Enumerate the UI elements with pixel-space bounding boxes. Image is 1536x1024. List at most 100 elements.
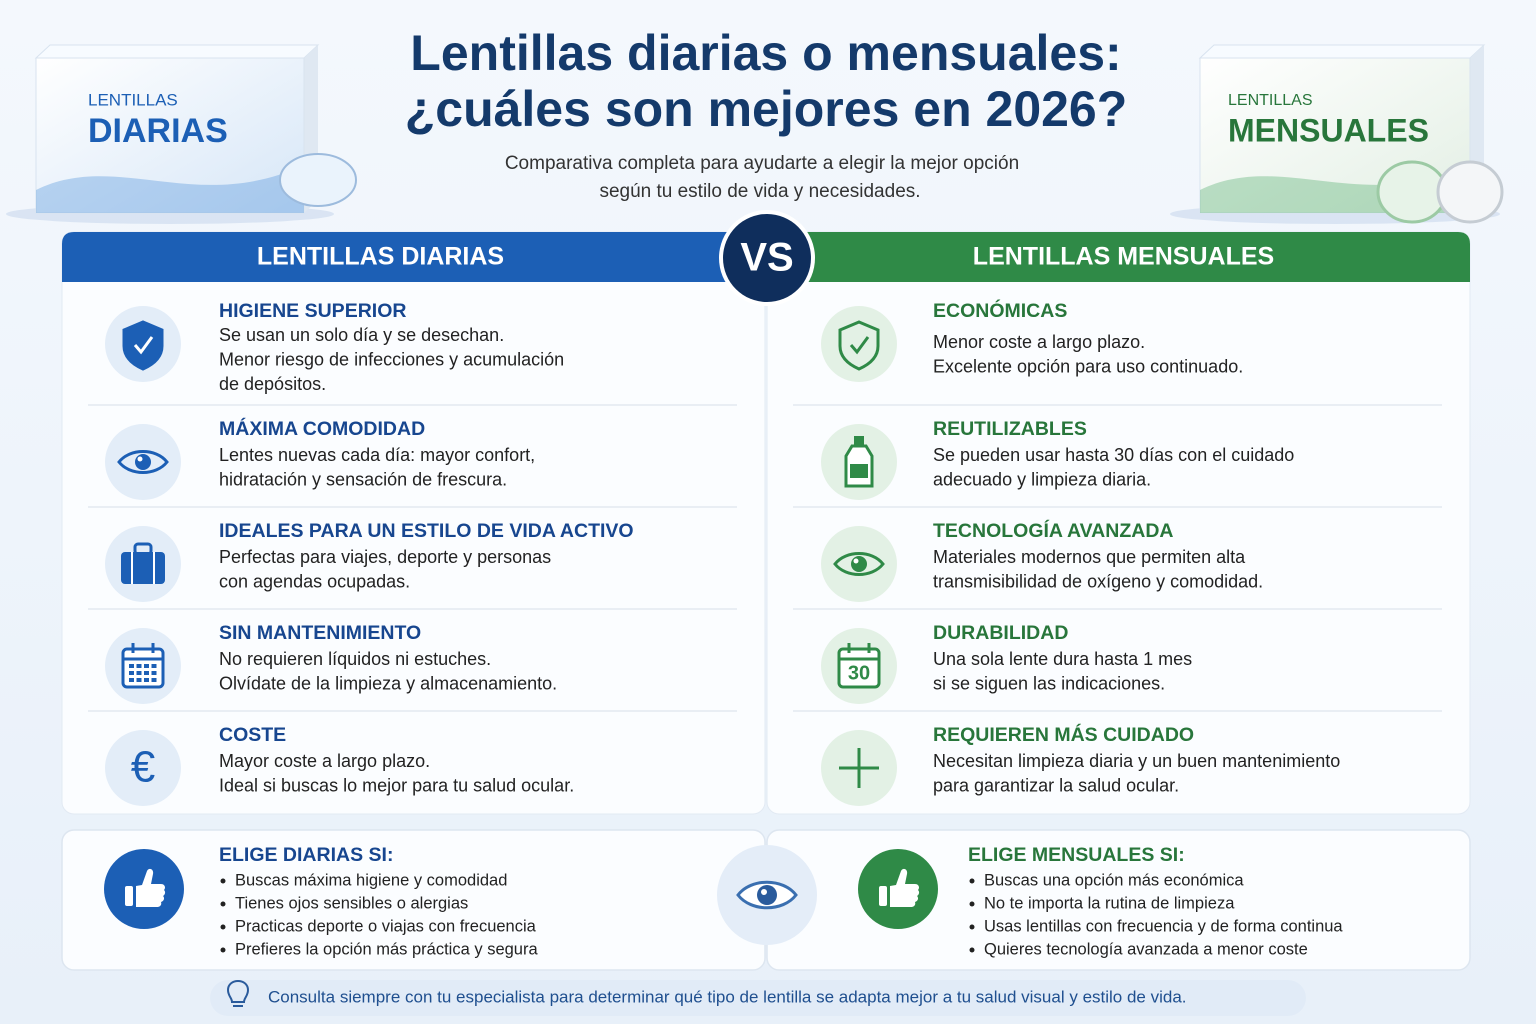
- column-header-bar: [62, 232, 765, 282]
- bullet-dot: [220, 947, 226, 953]
- note-pill: [210, 980, 1306, 1016]
- item-text: transmisibilidad de oxígeno y comodidad.: [933, 571, 1263, 591]
- bullet-dot: [220, 878, 226, 884]
- shield: [122, 320, 164, 371]
- icon: [839, 748, 879, 788]
- item-text: para garantizar la salud ocular.: [933, 775, 1179, 795]
- box-label-big: DIARIAS: [88, 112, 228, 150]
- item-text: hidratación y sensación de frescura.: [219, 469, 507, 489]
- calendar-day: [144, 664, 149, 668]
- item-text: con agendas ocupadas.: [219, 571, 410, 591]
- icon: [121, 542, 165, 584]
- item-text: Necesitan limpieza diaria y un buen mant…: [933, 751, 1340, 771]
- bottle-cap: [854, 436, 864, 446]
- item-text: Olvídate de la limpieza y almacenamiento…: [219, 673, 557, 693]
- item-title: TECNOLOGÍA AVANZADA: [933, 519, 1173, 542]
- item-text: Una sola lente dura hasta 1 mes: [933, 649, 1192, 669]
- bulb: [226, 979, 250, 1003]
- bulb-icon: [226, 979, 250, 1007]
- icon: [838, 320, 880, 371]
- title-line: ¿cuáles son mejores en 2026?: [405, 81, 1128, 137]
- product-box: [6, 44, 334, 224]
- calendar-day: [129, 664, 134, 668]
- box-label-small: LENTILLAS: [88, 90, 178, 109]
- item-text: Se usan un solo día y se desechan.: [219, 325, 504, 345]
- icon-text: €: [131, 743, 155, 792]
- recommendation-bullet: Prefieres la opción más práctica y segur…: [235, 940, 538, 958]
- calendar-day: [151, 678, 157, 682]
- pupil: [757, 885, 777, 905]
- bullet-dot: [969, 947, 975, 953]
- lens: [279, 153, 357, 207]
- bullet-dot: [969, 901, 975, 907]
- recommendation-bullet: Buscas máxima higiene y comodidad: [235, 871, 507, 889]
- calendar-day: [151, 664, 157, 668]
- calendar-day: [129, 671, 134, 675]
- glint: [761, 889, 767, 895]
- recommendation-bullet: No te importa la rutina de limpieza: [984, 894, 1235, 912]
- thumb-hand: [136, 868, 166, 907]
- box-label-small: LENTILLAS: [1228, 92, 1312, 109]
- bullet-dot: [220, 924, 226, 930]
- thumb-icon: [879, 868, 920, 907]
- item-title: DURABILIDAD: [933, 622, 1068, 644]
- icon: [122, 320, 164, 371]
- icon-circle: [105, 730, 181, 806]
- calendar-day: [144, 678, 149, 682]
- vs-badge: [723, 214, 811, 302]
- recommendation-title: ELIGE DIARIAS SI:: [219, 844, 393, 866]
- recommendation-bullet: Quieres tecnología avanzada a menor cost…: [984, 940, 1308, 958]
- item-title: MÁXIMA COMODIDAD: [219, 417, 425, 440]
- item-text: si se siguen las indicaciones.: [933, 673, 1165, 693]
- icon: 30: [837, 643, 881, 689]
- calendar-day: [136, 678, 142, 682]
- eye: [833, 552, 885, 576]
- center-eye: [736, 880, 798, 910]
- case-body: [121, 552, 165, 584]
- box-label-big: MENSUALES: [1228, 112, 1429, 148]
- pupil: [135, 454, 151, 470]
- icon: [117, 450, 169, 474]
- thumb-cuff: [879, 886, 887, 906]
- thumb-hand: [890, 868, 920, 907]
- column-heading: LENTILLAS DIARIAS: [257, 243, 504, 271]
- item-text: Menor riesgo de infecciones y acumulació…: [219, 349, 564, 369]
- icon-circle: [821, 306, 897, 382]
- box-front: [35, 57, 305, 214]
- thumb-icon: [125, 868, 166, 907]
- item-title: SIN MANTENIMIENTO: [219, 622, 421, 644]
- item-text: Se pueden usar hasta 30 días con el cuid…: [933, 445, 1294, 465]
- subtitle-line: Comparativa completa para ayudarte a ele…: [505, 153, 1019, 174]
- bullet-dot: [969, 924, 975, 930]
- box-top: [1198, 44, 1486, 59]
- glint: [137, 456, 143, 462]
- column-header-bar: [767, 232, 1470, 282]
- calendar-day: [151, 671, 157, 675]
- item-text: adecuado y limpieza diaria.: [933, 469, 1151, 489]
- item-text: Menor coste a largo plazo.: [933, 332, 1145, 352]
- lens-case: [1376, 160, 1448, 224]
- box-wave: [36, 165, 304, 213]
- calendar-day: [144, 671, 149, 675]
- item-text: No requieren líquidos ni estuches.: [219, 649, 491, 669]
- icon-text: 30: [848, 662, 870, 684]
- calendar-day: [136, 664, 142, 668]
- recommendation-bullet: Practicas deporte o viajas con frecuenci…: [235, 917, 537, 935]
- item-title: HIGIENE SUPERIOR: [219, 300, 406, 322]
- subtitle-line: según tu estilo de vida y necesidades.: [599, 181, 920, 202]
- calendar-day: [136, 671, 142, 675]
- item-text: Lentes nuevas cada día: mayor confort,: [219, 445, 535, 465]
- item-title: REUTILIZABLES: [933, 418, 1087, 440]
- item-title: IDEALES PARA UN ESTILO DE VIDA ACTIVO: [219, 520, 634, 542]
- recommendation-title: ELIGE MENSUALES SI:: [968, 844, 1185, 866]
- eye: [117, 450, 169, 474]
- item-title: COSTE: [219, 724, 286, 746]
- item-text: Ideal si buscas lo mejor para tu salud o…: [219, 775, 574, 795]
- column-heading: LENTILLAS MENSUALES: [973, 243, 1274, 271]
- item-title: ECONÓMICAS: [933, 298, 1067, 322]
- item-title: REQUIEREN MÁS CUIDADO: [933, 723, 1194, 746]
- note-text: Consulta siempre con tu especialista par…: [268, 987, 1187, 1006]
- pupil: [851, 556, 867, 572]
